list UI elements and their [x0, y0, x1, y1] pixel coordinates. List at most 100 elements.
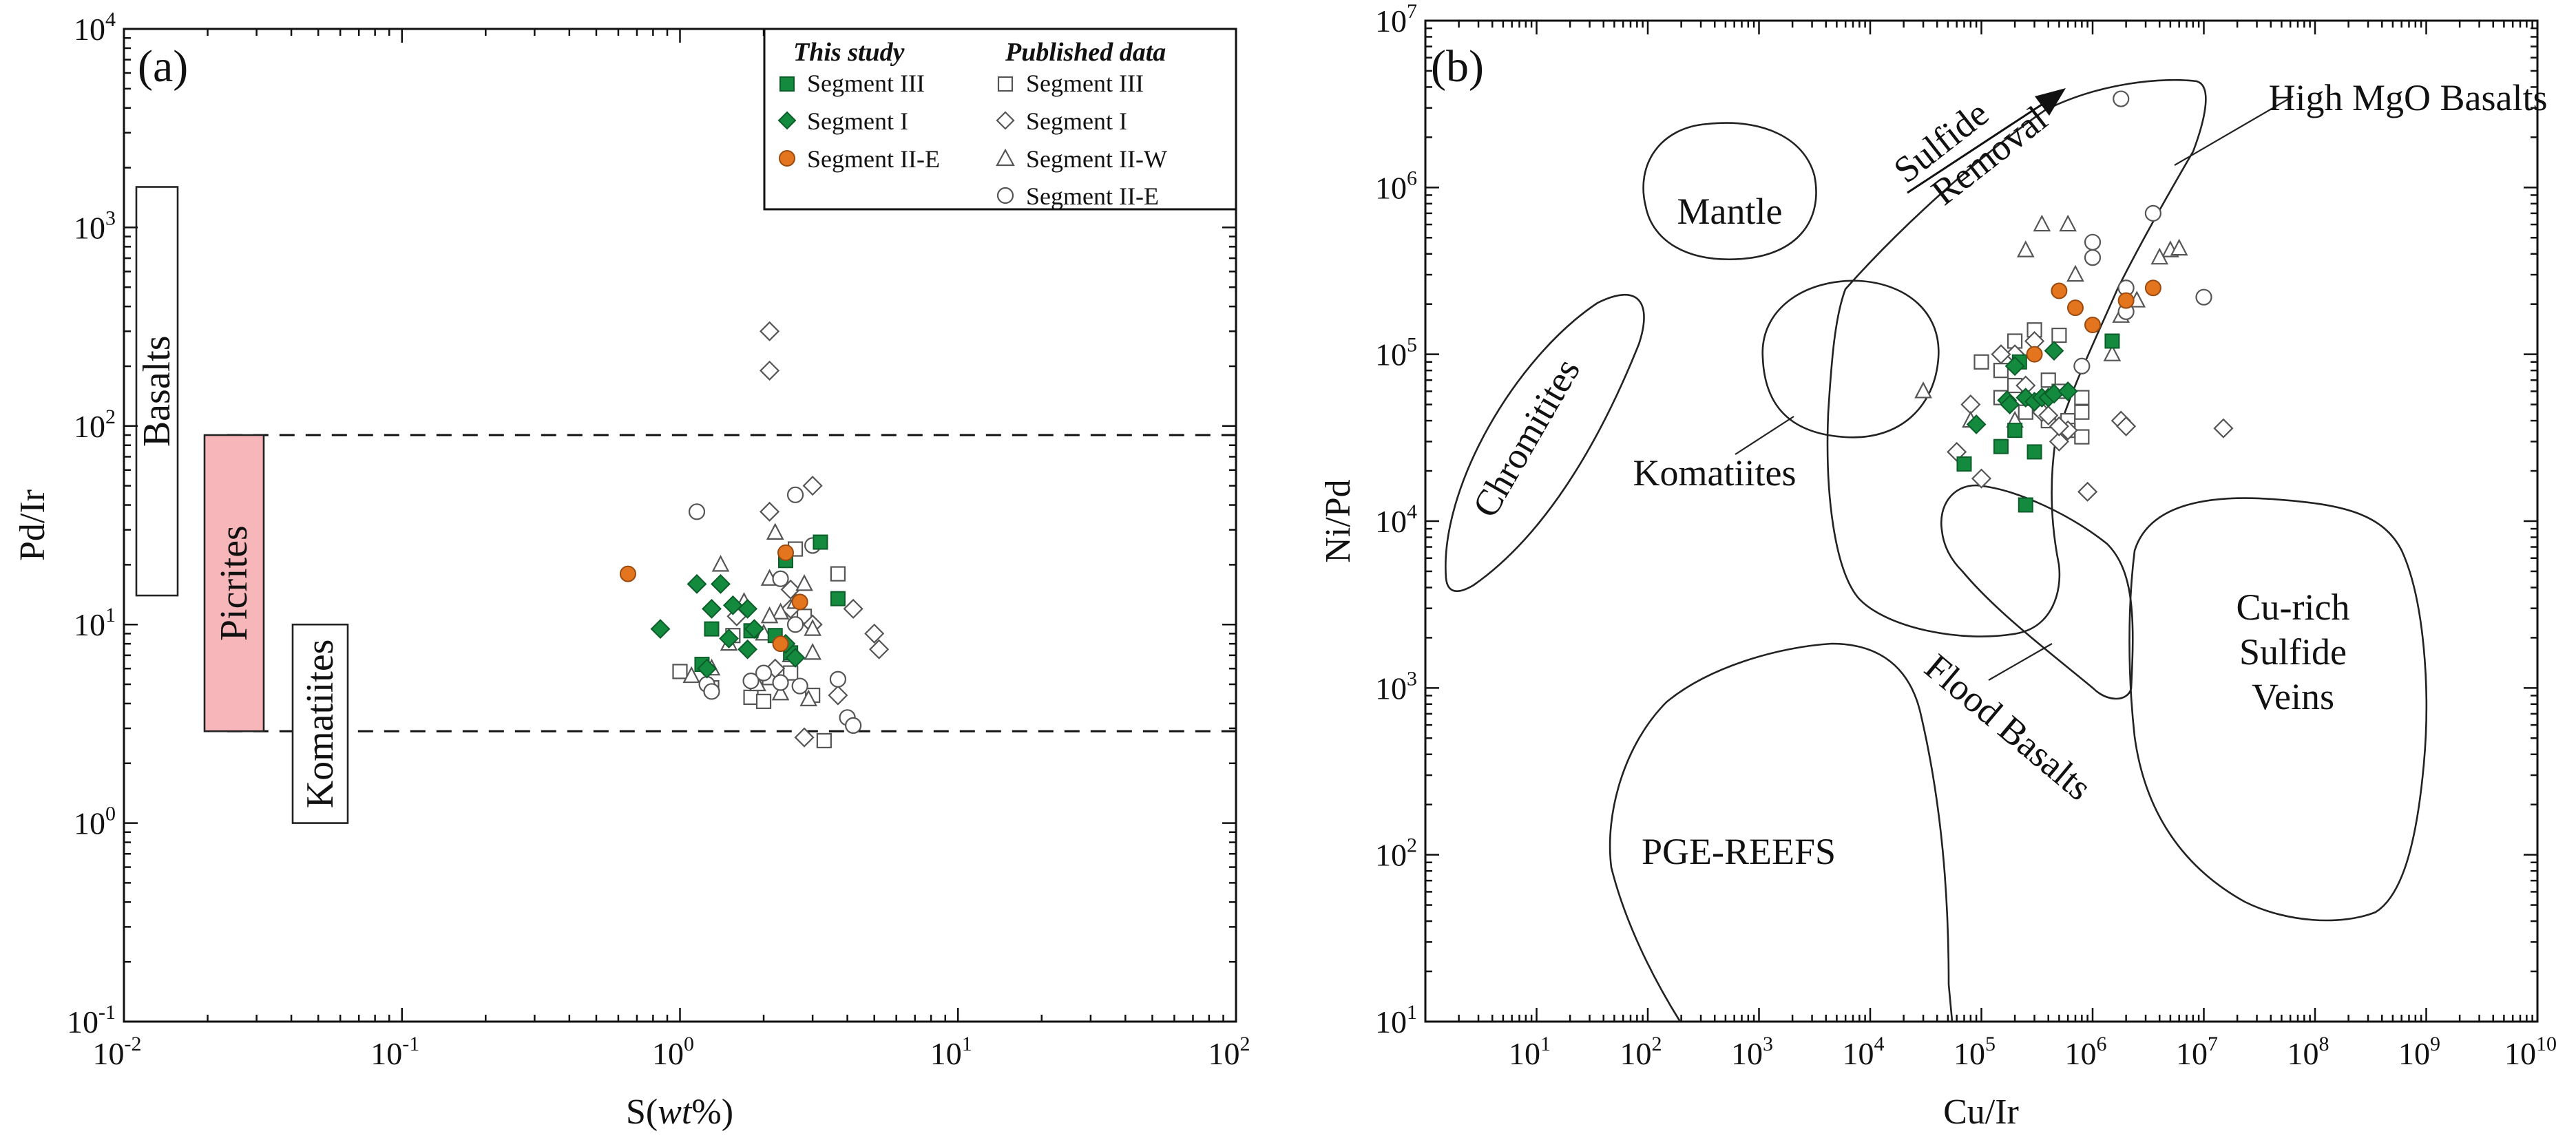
- cu-rich-label-line3: Veins: [2252, 676, 2334, 717]
- legend-label-pub-segment-i: Segment I: [1026, 107, 1127, 135]
- legend: This study Published data Segment III Se…: [763, 28, 1237, 211]
- panel-b-point-segment-i-published: [2038, 405, 2059, 426]
- high-mgo-basalts-label: High MgO Basalts: [2269, 77, 2548, 118]
- panel-a-points: [619, 321, 890, 749]
- panel-a-point-segment-ii-w-published: [682, 666, 701, 684]
- panel-a-point-segment-iii-this-study: [830, 591, 846, 606]
- panel-a-y-tick-label: 100: [74, 803, 116, 841]
- panel-a-point-segment-ii-e-published: [742, 673, 760, 690]
- panel-a-y-tick-label: 10-1: [67, 1001, 116, 1039]
- flood-basalts-leader: [1988, 643, 2053, 681]
- panel-a-point-segment-ii-e-this-study: [619, 565, 636, 582]
- panel-a-point-segment-ii-e-published: [772, 674, 789, 691]
- panel-a-point-segment-ii-w-published: [771, 683, 790, 701]
- panel-a-point-segment-iii-published: [755, 693, 772, 709]
- panel-a-point-segment-i-published: [869, 639, 890, 659]
- flood-basalts-field: [1940, 484, 2134, 700]
- panel-b-point-segment-i-published: [2116, 416, 2137, 436]
- panel-b-point-segment-ii-w-published: [2103, 344, 2122, 361]
- high-mgo-leader: [2174, 96, 2294, 166]
- panel-a-point-segment-iii-published: [830, 566, 846, 582]
- panel-b-point-segment-i-this-study: [1966, 414, 1987, 434]
- panel-a-point-segment-ii-w-published: [804, 619, 821, 636]
- panel-b-x-tick-label: 108: [2287, 1033, 2329, 1071]
- panel-a-point-segment-ii-e-this-study: [772, 635, 789, 653]
- komatiites-field: [1761, 279, 1940, 439]
- panel-a-point-segment-i-this-study: [722, 595, 743, 615]
- basalts-label: Basalts: [136, 335, 178, 447]
- legend-label-pub-segment-ii-e: Segment II-E: [1026, 182, 1159, 210]
- panel-a-x-axis-label: S(wt%): [626, 1092, 733, 1132]
- panel-a-point-segment-ii-e-published: [829, 671, 847, 688]
- panel-a-x-tick-label: 100: [652, 1033, 694, 1071]
- panel-a-y-tick-label: 102: [74, 405, 116, 444]
- panel-a-y-tick-label: 101: [74, 604, 116, 642]
- cu-rich-label-line2: Sulfide: [2239, 631, 2347, 673]
- panel-a-point-segment-ii-e-published: [772, 570, 789, 587]
- panel-b-point-segment-ii-w-published: [2170, 238, 2188, 256]
- legend-label-segment-iii: Segment III: [807, 70, 925, 97]
- panel-a-point-segment-ii-w-published: [766, 522, 784, 540]
- panel-a-label: (a): [138, 41, 188, 92]
- panel-a-point-segment-ii-e-published: [755, 664, 773, 682]
- legend-marker-segment-i-open: [996, 111, 1015, 130]
- chromitites-field: [1445, 294, 1645, 592]
- panel-a-point-segment-iii-published: [672, 664, 688, 679]
- panel-a-point-segment-iii-this-study: [704, 621, 720, 637]
- panel-b-point-segment-ii-w-published: [2033, 214, 2051, 232]
- panel-b-y-tick-label: 102: [1375, 834, 1417, 873]
- panel-b-point-segment-i-published: [2049, 431, 2069, 452]
- legend-label-pub-segment-ii-w: Segment II-W: [1026, 145, 1167, 173]
- legend-label-segment-i: Segment I: [807, 107, 908, 135]
- panel-b-y-tick-label: 106: [1375, 167, 1417, 205]
- panel-a-x-tick-label: 101: [930, 1033, 972, 1071]
- panel-a-point-segment-i-published: [760, 321, 780, 341]
- panel-b-point-segment-ii-e-published: [2113, 90, 2130, 107]
- panel-b: Mantle Chromitites Komatiites High MgO B…: [1319, 0, 2557, 1132]
- panel-a-point-segment-ii-w-published: [760, 606, 779, 624]
- komatiites-label: Komatiites: [299, 640, 342, 809]
- panel-a-point-segment-ii-e-published: [845, 717, 862, 734]
- legend-marker-segment-ii-e-filled: [779, 150, 795, 167]
- panel-b-x-tick-label: 106: [2065, 1033, 2107, 1071]
- panel-a-y-tick-label: 103: [74, 207, 116, 245]
- legend-marker-segment-ii-w-open: [996, 148, 1015, 167]
- panel-a-point-segment-i-this-study: [737, 639, 758, 659]
- panel-a-point-segment-i-this-study: [687, 573, 707, 594]
- panel-a-point-segment-i-published: [760, 501, 780, 522]
- panel-a-point-segment-ii-w-published: [799, 689, 818, 706]
- panel-b-point-segment-ii-w-published: [2059, 214, 2077, 232]
- panel-a-point-segment-i-published: [864, 623, 885, 644]
- panel-a-point-segment-i-this-study: [650, 619, 671, 640]
- panel-b-point-segment-iii-published: [2074, 429, 2090, 445]
- legend-published-title: Published data: [1005, 38, 1166, 67]
- panel-b-point-segment-i-this-study: [2044, 341, 2064, 361]
- panel-b-point-segment-ii-e-published: [2195, 288, 2212, 306]
- panel-a-x-tick-label: 10-2: [93, 1033, 142, 1071]
- panel-a-point-segment-i-this-study: [702, 598, 722, 619]
- panel-b-point-segment-iii-published: [2051, 327, 2067, 344]
- panel-b-point-segment-i-this-study: [2057, 381, 2078, 401]
- panel-b-point-segment-ii-e-published: [2144, 204, 2161, 222]
- cu-rich-sulfide-veins-field: [2128, 497, 2427, 922]
- komatiites-field: [291, 623, 349, 824]
- legend-marker-segment-iii-open: [997, 76, 1014, 92]
- panel-b-point-segment-i-this-study: [2000, 394, 2020, 415]
- pge-reefs-field: [1609, 642, 1954, 1022]
- panel-b-x-tick-label: 101: [1509, 1033, 1551, 1071]
- panel-b-point-segment-ii-e-this-study: [2117, 292, 2135, 309]
- panel-a-point-segment-i-published: [843, 598, 863, 619]
- panel-a-point-segment-i-this-study: [744, 619, 764, 640]
- legend-label-pub-segment-iii: Segment III: [1026, 70, 1144, 97]
- basalts-field: [135, 186, 179, 597]
- panel-b-y-tick-label: 104: [1375, 500, 1417, 539]
- panel-a-point-segment-iii-this-study: [813, 534, 828, 550]
- panel-b-points: [1914, 90, 2234, 513]
- panel-b-x-tick-label: 1010: [2504, 1033, 2557, 1071]
- panel-a-point-segment-iii-published: [743, 689, 759, 706]
- panel-b-point-segment-ii-w-published: [2150, 247, 2169, 265]
- legend-marker-segment-iii-filled: [779, 76, 795, 92]
- panel-a-y-axis-label: Pd/Ir: [13, 489, 52, 561]
- panel-b-point-segment-i-published: [1960, 394, 1981, 415]
- panel-a-point-segment-ii-e-this-study: [791, 593, 808, 611]
